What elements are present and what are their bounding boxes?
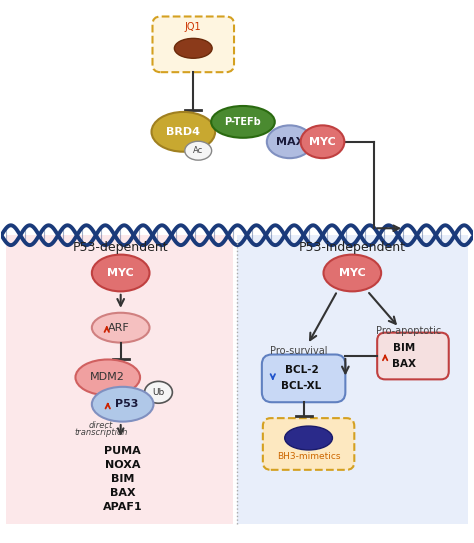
Text: BCL-XL: BCL-XL	[282, 381, 322, 392]
Text: MYC: MYC	[107, 268, 134, 278]
Ellipse shape	[75, 359, 140, 395]
Text: MYC: MYC	[309, 137, 336, 147]
Ellipse shape	[152, 112, 215, 151]
Text: BRD4: BRD4	[166, 127, 201, 137]
Text: ARF: ARF	[108, 323, 129, 333]
Ellipse shape	[323, 255, 381, 292]
Text: Ac: Ac	[193, 146, 203, 155]
Text: PUMA: PUMA	[104, 446, 141, 456]
Ellipse shape	[92, 387, 154, 421]
Text: MYC: MYC	[339, 268, 366, 278]
Text: Ub: Ub	[152, 388, 164, 397]
Text: P53-independent: P53-independent	[299, 241, 406, 254]
Text: BIM: BIM	[393, 343, 415, 353]
Text: Pro-survival: Pro-survival	[270, 345, 328, 356]
Bar	[237, 235, 468, 523]
Text: BCL-2: BCL-2	[285, 365, 319, 375]
Ellipse shape	[285, 426, 332, 450]
Ellipse shape	[174, 39, 212, 58]
Ellipse shape	[92, 255, 149, 292]
Text: transcription: transcription	[74, 427, 128, 437]
Ellipse shape	[92, 313, 149, 343]
Ellipse shape	[145, 381, 173, 403]
FancyBboxPatch shape	[153, 16, 234, 72]
Text: BAX: BAX	[110, 488, 136, 498]
Text: P53: P53	[115, 399, 138, 409]
Text: P-TEFb: P-TEFb	[225, 117, 261, 127]
FancyBboxPatch shape	[263, 418, 354, 470]
Text: direct: direct	[89, 421, 113, 430]
Text: APAF1: APAF1	[103, 502, 143, 512]
Ellipse shape	[267, 125, 312, 158]
Ellipse shape	[211, 106, 275, 138]
Text: NOXA: NOXA	[105, 460, 140, 470]
Text: JQ1: JQ1	[185, 22, 201, 33]
Text: Pro-apoptotic: Pro-apoptotic	[376, 326, 442, 336]
Text: BIM: BIM	[111, 474, 134, 484]
Text: MDM2: MDM2	[91, 372, 125, 382]
Text: BH3-mimetics: BH3-mimetics	[277, 452, 340, 462]
Ellipse shape	[301, 125, 345, 158]
FancyBboxPatch shape	[377, 333, 449, 380]
Text: MAX: MAX	[275, 137, 304, 147]
FancyBboxPatch shape	[262, 355, 346, 402]
Text: P53-dependent: P53-dependent	[73, 241, 168, 254]
Bar	[6, 235, 233, 523]
Text: BAX: BAX	[392, 359, 416, 369]
Ellipse shape	[185, 141, 212, 160]
